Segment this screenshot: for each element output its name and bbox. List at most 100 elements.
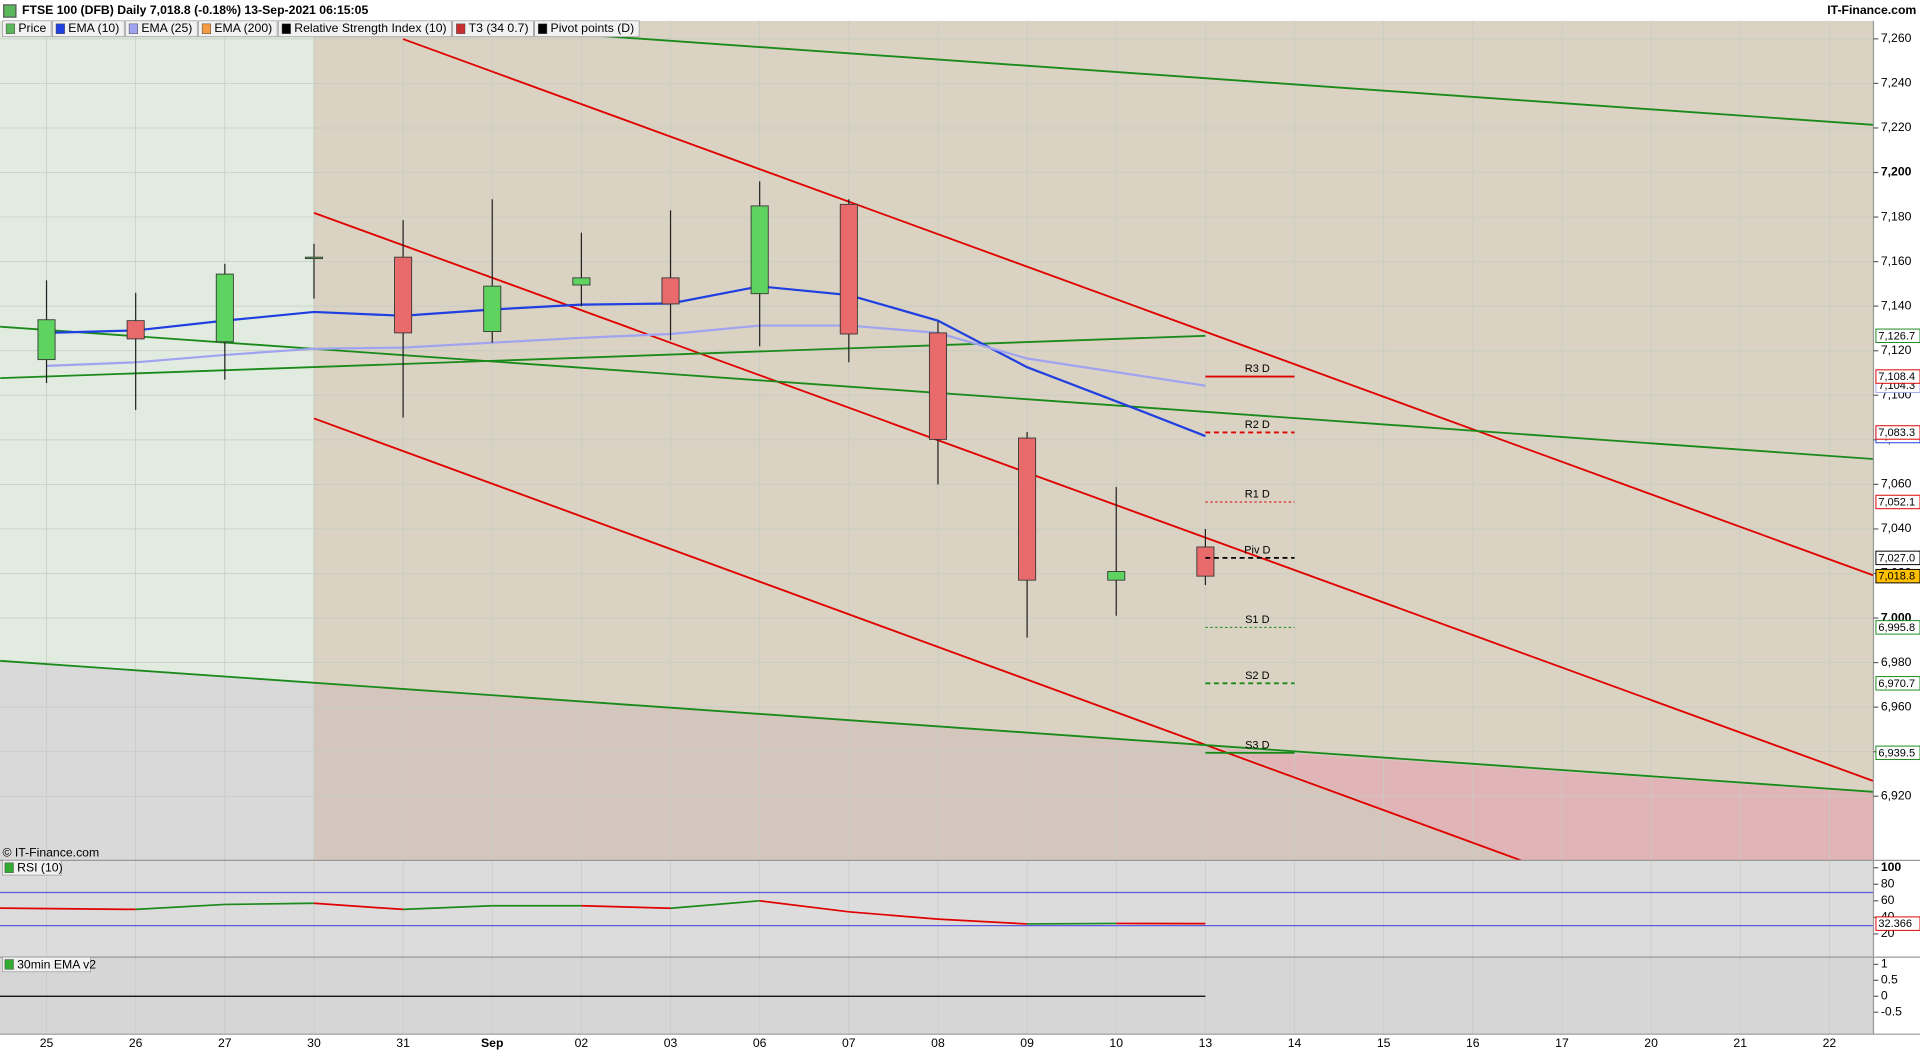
legend-label: EMA (10)	[68, 21, 119, 35]
panel-title-box	[2, 956, 91, 973]
panel-title: 30min EMA v2	[17, 957, 96, 971]
candle-body	[1018, 437, 1037, 581]
value-tag-label: 7,108.4	[1878, 371, 1915, 383]
x-tick-label: 09	[1020, 1036, 1034, 1050]
x-tick-label: 25	[40, 1036, 54, 1050]
value-tag-box	[1875, 494, 1920, 510]
legend-item: T3 (34 0.7)	[452, 20, 534, 38]
legend-label: Relative Strength Index (10)	[294, 21, 446, 35]
y-tick-label: 80	[1881, 877, 1895, 891]
y-tick-label: 6,920	[1881, 788, 1912, 802]
labels: FTSE 100 (DFB) Daily 7,018.8 (-0.18%) 13…	[0, 3, 1920, 1050]
ema-line	[46, 324, 1206, 387]
value-tag-box	[1875, 328, 1920, 344]
legend-box	[52, 20, 125, 38]
legend-swatch	[281, 23, 291, 34]
rsi-segment	[581, 904, 671, 910]
value-tag: 6,995.8	[1875, 620, 1920, 635]
legend-swatch	[5, 23, 15, 34]
y-tick-label: 7,060	[1881, 477, 1912, 491]
candle-body	[126, 320, 145, 340]
legend-item: Pivot points (D)	[534, 20, 640, 38]
y-tick-label: 60	[1881, 893, 1895, 907]
trendline	[575, 33, 1874, 126]
legend-box	[198, 20, 278, 38]
y-tick-label: 7,140	[1881, 298, 1912, 312]
value-tag: 6,970.7	[1875, 676, 1920, 691]
value-tag: 7,018.8	[1875, 568, 1920, 584]
lower-zone	[0, 660, 1874, 861]
x-tick-label: 10	[1109, 1036, 1123, 1050]
value-tag-label: 6,970.7	[1878, 678, 1915, 690]
pivot-label: Piv D	[1244, 544, 1270, 556]
channel-zone	[313, 20, 1874, 861]
rsi-segment	[403, 904, 493, 911]
value-tag: 7,052.1	[1875, 494, 1920, 510]
candle-body	[1107, 571, 1126, 581]
y-tick-label: 100	[1881, 860, 1902, 874]
legend-swatch	[201, 23, 211, 34]
x-tick-label: Sep	[481, 1036, 503, 1050]
legend-swatch	[456, 23, 466, 34]
candle-body	[1196, 546, 1215, 577]
value-tag-box	[1875, 745, 1920, 761]
title-icon	[3, 4, 17, 18]
legend-swatch	[538, 23, 548, 34]
ema-line	[46, 285, 1206, 438]
legend-item: EMA (10)	[52, 20, 125, 38]
marks: R3 D R2 D R1 D Piv D S1 D S2 D S3 D	[0, 181, 1874, 997]
y-tick-label: 0	[1881, 989, 1888, 1003]
value-tag-label: 7,104.3	[1878, 380, 1915, 392]
value-tag: 7,126.7	[1875, 328, 1920, 344]
rsi-segment	[759, 899, 849, 913]
x-tick-label: 17	[1555, 1036, 1569, 1050]
x-tick-label: 03	[664, 1036, 678, 1050]
legend-item: EMA (25)	[125, 20, 198, 38]
x-tick-label: 27	[218, 1036, 232, 1050]
legend-box	[277, 20, 452, 38]
rsi-segment	[670, 899, 760, 910]
y-tick-label: 7,120	[1881, 343, 1912, 357]
candle-body	[37, 319, 56, 361]
value-tag-label: 7,018.8	[1878, 571, 1915, 583]
x-tick-label: 06	[753, 1036, 767, 1050]
pivot-label: S3 D	[1245, 739, 1270, 751]
candle-body	[928, 332, 947, 440]
rsi-panel-bg	[0, 860, 1874, 958]
panel-title-box	[2, 860, 62, 876]
candle-body	[483, 285, 502, 332]
legend-label: Pivot points (D)	[551, 21, 635, 35]
pivot-label: R1 D	[1245, 489, 1270, 501]
y-tick-label: 7,220	[1881, 120, 1912, 134]
x-tick-label: 14	[1288, 1036, 1302, 1050]
legend-item: Price	[2, 20, 52, 38]
pivot-label: S1 D	[1245, 614, 1270, 626]
legend-swatch	[128, 23, 138, 34]
value-tag-label: 7,027.0	[1878, 552, 1915, 564]
value-tag: 7,083.3	[1875, 425, 1920, 440]
rsi-segment	[937, 918, 1028, 925]
chart-title: FTSE 100 (DFB) Daily 7,018.8 (-0.18%) 13…	[22, 3, 368, 17]
pivot-label: R3 D	[1245, 363, 1270, 375]
ema-panel-bg	[0, 957, 1874, 1035]
x-tick-label: 16	[1466, 1036, 1480, 1050]
value-tag: 7,027.0	[1875, 550, 1920, 566]
candle-body	[750, 205, 769, 295]
value-tag-box	[1875, 916, 1920, 931]
rsi-segment	[224, 902, 314, 906]
trendline	[313, 417, 1522, 861]
trendline	[0, 334, 1206, 380]
value-tag: 6,939.5	[1875, 745, 1920, 761]
legend-box	[534, 20, 640, 38]
candle-body	[304, 256, 323, 260]
legend-swatch	[55, 23, 65, 34]
watermark: © IT-Finance.com	[2, 845, 99, 859]
legend-label: T3 (34 0.7)	[469, 21, 529, 35]
y-tick-label: 7,160	[1881, 254, 1912, 268]
x-tick-label: 15	[1377, 1036, 1391, 1050]
value-tag-label: 7,052.1	[1878, 496, 1915, 508]
value-tag-box	[1875, 620, 1920, 635]
y-tick-label: 6,980	[1881, 655, 1912, 669]
